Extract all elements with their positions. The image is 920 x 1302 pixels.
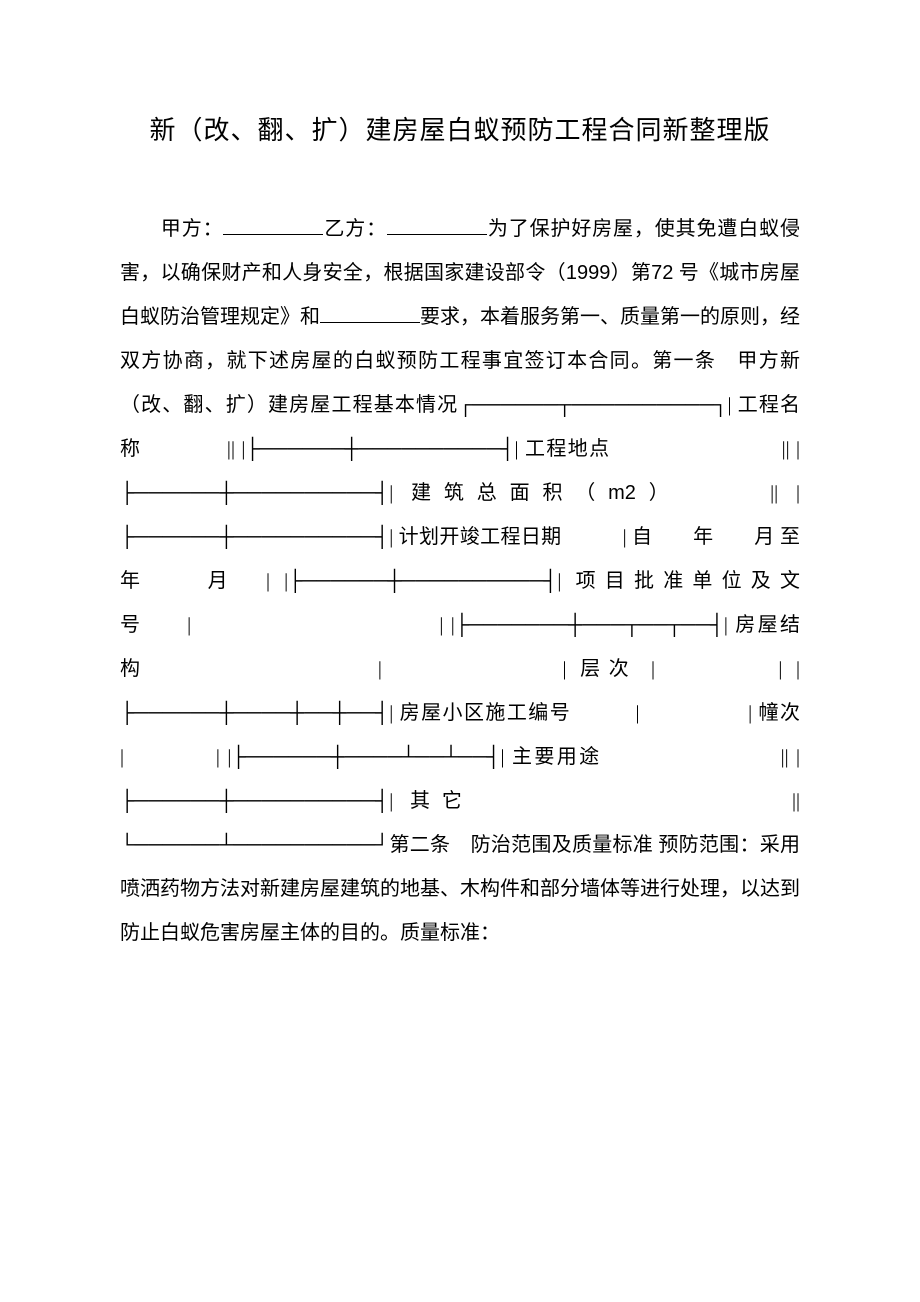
text-row-end: | └──────┴──────────┘第二条 防治范围及质量标准 预防范围：… [120,790,800,944]
document-page: 新（改、翻、扩）建房屋白蚁预防工程合同新整理版 甲方：乙方：为了保护好房屋，使其… [0,0,920,1015]
text-intro-4: 要求，本着服务第一、质量第一的原则，经双方协商，就下述房屋的白蚁预防工程事宜签订… [120,306,800,460]
text-m2: m2 [608,482,636,504]
label-party-a: 甲方： [160,218,223,240]
text-row-area-2: ） | [636,482,774,504]
blank-party-a [223,214,323,235]
blank-party-b [387,214,487,235]
document-body: 甲方：乙方：为了保护好房屋，使其免遭白蚁侵害，以确保财产和人身安全，根据国家建设… [120,207,800,955]
text-num72: 72 [651,262,673,284]
text-row-date: | |├──────┼──────────┤| 计划开竣工程日期 | 自 年 月… [120,482,840,768]
document-title: 新（改、翻、扩）建房屋白蚁预防工程合同新整理版 [120,110,800,147]
text-intro-2: ）第 [610,262,651,284]
text-year: 1999 [566,262,611,284]
text-row-loc: | |├──────┼──────────┤| 工程地点 | [231,438,786,460]
blank-regulation [320,302,420,323]
label-party-b: 乙方： [323,218,386,240]
